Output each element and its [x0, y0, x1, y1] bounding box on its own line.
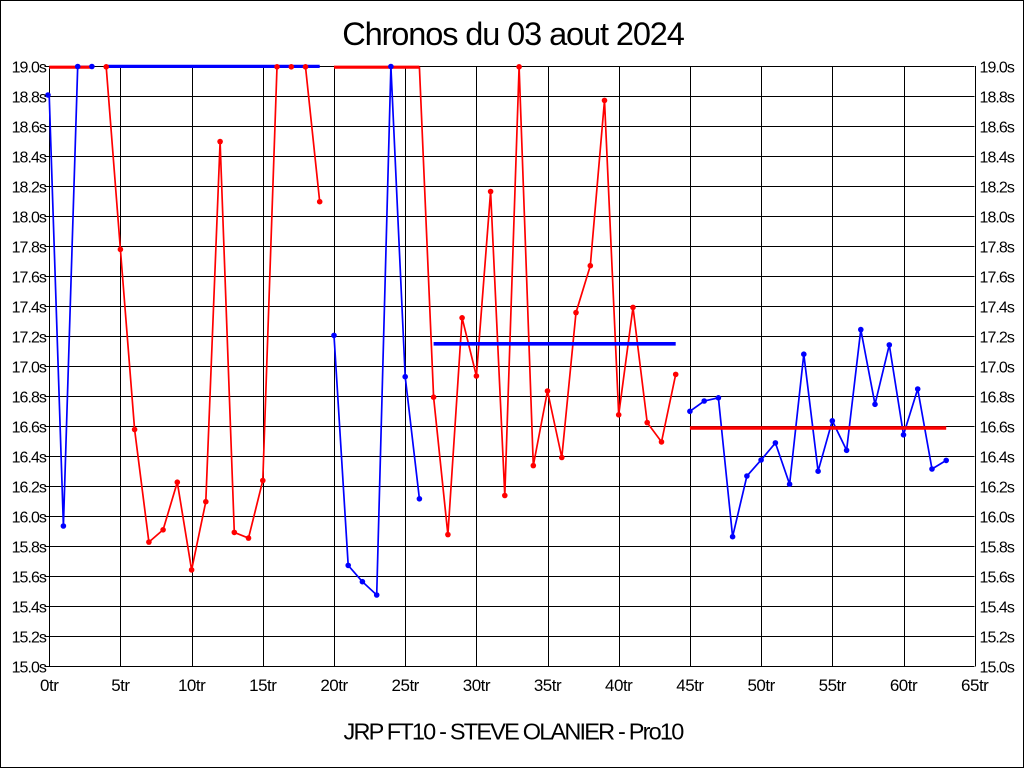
svg-text:30tr: 30tr	[463, 676, 491, 695]
svg-text:18.2s: 18.2s	[12, 180, 47, 197]
svg-text:16.8s: 16.8s	[980, 390, 1015, 407]
svg-text:16.6s: 16.6s	[12, 420, 47, 437]
svg-text:17.2s: 17.2s	[980, 330, 1015, 347]
svg-text:15.2s: 15.2s	[980, 630, 1015, 647]
svg-text:17.8s: 17.8s	[12, 240, 47, 257]
svg-text:15.4s: 15.4s	[12, 600, 47, 617]
svg-text:15.0s: 15.0s	[12, 660, 47, 677]
svg-text:17.0s: 17.0s	[980, 360, 1015, 377]
svg-text:17.4s: 17.4s	[12, 300, 47, 317]
svg-text:60tr: 60tr	[890, 676, 918, 695]
svg-text:16.8s: 16.8s	[12, 390, 47, 407]
svg-text:10tr: 10tr	[178, 676, 206, 695]
svg-text:17.8s: 17.8s	[980, 240, 1015, 257]
svg-text:17.2s: 17.2s	[12, 330, 47, 347]
svg-text:16.0s: 16.0s	[12, 510, 47, 527]
svg-text:18.6s: 18.6s	[980, 120, 1015, 137]
svg-text:16.2s: 16.2s	[12, 480, 47, 497]
svg-text:15.2s: 15.2s	[12, 630, 47, 647]
svg-text:17.6s: 17.6s	[980, 270, 1015, 287]
svg-text:18.2s: 18.2s	[980, 180, 1015, 197]
svg-text:18.4s: 18.4s	[12, 150, 47, 167]
svg-text:15.6s: 15.6s	[980, 570, 1015, 587]
svg-text:45tr: 45tr	[676, 676, 704, 695]
svg-text:Chronos du 03 aout 2024: Chronos du 03 aout 2024	[342, 16, 685, 52]
svg-text:18.6s: 18.6s	[12, 120, 47, 137]
svg-text:40tr: 40tr	[605, 676, 633, 695]
svg-text:16.4s: 16.4s	[980, 450, 1015, 467]
svg-text:55tr: 55tr	[819, 676, 847, 695]
svg-text:19.0s: 19.0s	[980, 60, 1015, 77]
svg-text:17.4s: 17.4s	[980, 300, 1015, 317]
svg-text:18.4s: 18.4s	[980, 150, 1015, 167]
svg-text:JRP FT10 - STEVE OLANIER - Pro: JRP FT10 - STEVE OLANIER - Pro10	[344, 719, 685, 745]
svg-text:65tr: 65tr	[961, 676, 989, 695]
svg-text:15.6s: 15.6s	[12, 570, 47, 587]
svg-text:16.4s: 16.4s	[12, 450, 47, 467]
svg-text:18.0s: 18.0s	[980, 210, 1015, 227]
svg-text:15.8s: 15.8s	[12, 540, 47, 557]
svg-text:16.6s: 16.6s	[980, 420, 1015, 437]
svg-text:35tr: 35tr	[534, 676, 562, 695]
svg-text:20tr: 20tr	[320, 676, 348, 695]
svg-text:18.8s: 18.8s	[980, 90, 1015, 107]
svg-text:5tr: 5tr	[111, 676, 130, 695]
svg-text:25tr: 25tr	[392, 676, 420, 695]
svg-text:0tr: 0tr	[40, 676, 59, 695]
svg-text:16.2s: 16.2s	[980, 480, 1015, 497]
svg-text:15tr: 15tr	[249, 676, 277, 695]
svg-text:18.8s: 18.8s	[12, 90, 47, 107]
svg-text:50tr: 50tr	[747, 676, 775, 695]
svg-text:16.0s: 16.0s	[980, 510, 1015, 527]
svg-text:17.0s: 17.0s	[12, 360, 47, 377]
svg-text:15.0s: 15.0s	[980, 660, 1015, 677]
svg-text:19.0s: 19.0s	[12, 60, 47, 77]
svg-text:17.6s: 17.6s	[12, 270, 47, 287]
svg-text:15.8s: 15.8s	[980, 540, 1015, 557]
svg-text:18.0s: 18.0s	[12, 210, 47, 227]
svg-text:15.4s: 15.4s	[980, 600, 1015, 617]
